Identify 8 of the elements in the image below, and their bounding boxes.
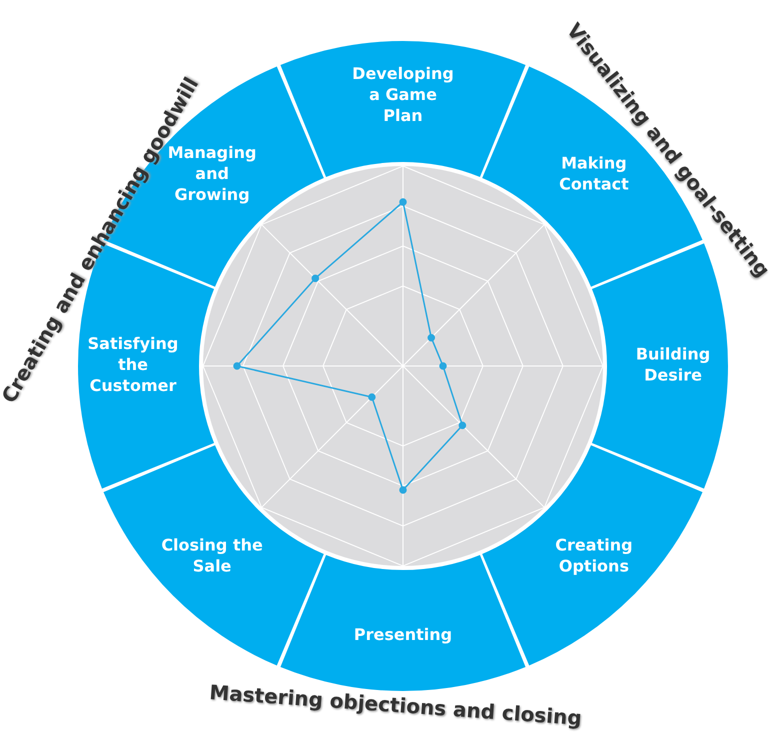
text: Mastering objections and closing (208, 680, 582, 730)
spoke-label: Satisfying the Customer (88, 334, 178, 396)
spoke-label: Creating Options (555, 536, 633, 576)
spoke-label: Presenting (354, 625, 452, 644)
spoke-label: Making Contact (559, 154, 630, 194)
spoke-label: Developing a Game Plan (352, 64, 454, 126)
spoke-label: Closing the Sale (161, 536, 263, 576)
spoke-label: Building Desire (636, 344, 710, 385)
